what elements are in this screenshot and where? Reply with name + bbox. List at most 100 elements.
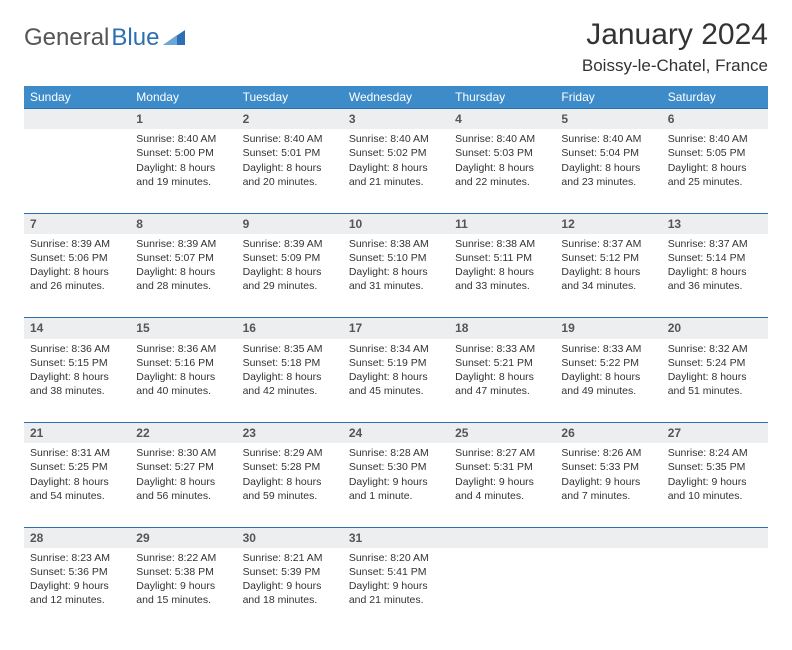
day-number — [449, 527, 555, 548]
day-number: 5 — [555, 109, 661, 130]
daylight-text: Daylight: 8 hours and 20 minutes. — [243, 161, 337, 189]
sunset-text: Sunset: 5:33 PM — [561, 460, 655, 474]
title-block: January 2024 Boissy-le-Chatel, France — [582, 18, 768, 76]
sunrise-text: Sunrise: 8:39 AM — [30, 237, 124, 251]
daylight-text: Daylight: 9 hours and 7 minutes. — [561, 475, 655, 503]
day-cell — [24, 129, 130, 213]
sunset-text: Sunset: 5:01 PM — [243, 146, 337, 160]
day-number: 8 — [130, 213, 236, 234]
sunset-text: Sunset: 5:24 PM — [668, 356, 762, 370]
calendar-body: 123456Sunrise: 8:40 AMSunset: 5:00 PMDay… — [24, 109, 768, 632]
daylight-text: Daylight: 9 hours and 21 minutes. — [349, 579, 443, 607]
day-header: Monday — [130, 86, 236, 109]
day-number: 25 — [449, 423, 555, 444]
day-number: 14 — [24, 318, 130, 339]
day-number: 28 — [24, 527, 130, 548]
daylight-text: Daylight: 8 hours and 51 minutes. — [668, 370, 762, 398]
day-number: 29 — [130, 527, 236, 548]
daylight-text: Daylight: 8 hours and 22 minutes. — [455, 161, 549, 189]
day-cell: Sunrise: 8:40 AMSunset: 5:03 PMDaylight:… — [449, 129, 555, 213]
logo: GeneralBlue — [24, 24, 185, 52]
day-header: Wednesday — [343, 86, 449, 109]
logo-text-blue: Blue — [111, 24, 159, 52]
sunrise-text: Sunrise: 8:40 AM — [668, 132, 762, 146]
sunrise-text: Sunrise: 8:35 AM — [243, 342, 337, 356]
day-cell — [449, 548, 555, 632]
day-cell: Sunrise: 8:32 AMSunset: 5:24 PMDaylight:… — [662, 339, 768, 423]
daylight-text: Daylight: 9 hours and 18 minutes. — [243, 579, 337, 607]
daynum-row: 123456 — [24, 109, 768, 130]
daylight-text: Daylight: 8 hours and 45 minutes. — [349, 370, 443, 398]
sunset-text: Sunset: 5:41 PM — [349, 565, 443, 579]
daynum-row: 28293031 — [24, 527, 768, 548]
month-title: January 2024 — [582, 18, 768, 52]
day-number: 12 — [555, 213, 661, 234]
sunset-text: Sunset: 5:28 PM — [243, 460, 337, 474]
sunrise-text: Sunrise: 8:36 AM — [136, 342, 230, 356]
sunrise-text: Sunrise: 8:28 AM — [349, 446, 443, 460]
day-cell: Sunrise: 8:24 AMSunset: 5:35 PMDaylight:… — [662, 443, 768, 527]
day-number — [662, 527, 768, 548]
sunrise-text: Sunrise: 8:38 AM — [455, 237, 549, 251]
daylight-text: Daylight: 8 hours and 40 minutes. — [136, 370, 230, 398]
day-number: 18 — [449, 318, 555, 339]
sunrise-text: Sunrise: 8:37 AM — [668, 237, 762, 251]
day-cell: Sunrise: 8:40 AMSunset: 5:02 PMDaylight:… — [343, 129, 449, 213]
day-cell: Sunrise: 8:35 AMSunset: 5:18 PMDaylight:… — [237, 339, 343, 423]
sunset-text: Sunset: 5:39 PM — [243, 565, 337, 579]
day-header: Sunday — [24, 86, 130, 109]
day-number: 2 — [237, 109, 343, 130]
calendar-page: GeneralBlue January 2024 Boissy-le-Chate… — [0, 0, 792, 650]
day-cell: Sunrise: 8:40 AMSunset: 5:00 PMDaylight:… — [130, 129, 236, 213]
sunrise-text: Sunrise: 8:23 AM — [30, 551, 124, 565]
day-number: 21 — [24, 423, 130, 444]
day-cell: Sunrise: 8:26 AMSunset: 5:33 PMDaylight:… — [555, 443, 661, 527]
day-number: 24 — [343, 423, 449, 444]
daylight-text: Daylight: 8 hours and 38 minutes. — [30, 370, 124, 398]
content-row: Sunrise: 8:36 AMSunset: 5:15 PMDaylight:… — [24, 339, 768, 423]
day-cell: Sunrise: 8:22 AMSunset: 5:38 PMDaylight:… — [130, 548, 236, 632]
day-cell: Sunrise: 8:38 AMSunset: 5:11 PMDaylight:… — [449, 234, 555, 318]
sunset-text: Sunset: 5:30 PM — [349, 460, 443, 474]
daylight-text: Daylight: 8 hours and 29 minutes. — [243, 265, 337, 293]
sunrise-text: Sunrise: 8:39 AM — [243, 237, 337, 251]
daylight-text: Daylight: 8 hours and 21 minutes. — [349, 161, 443, 189]
sunrise-text: Sunrise: 8:40 AM — [455, 132, 549, 146]
sunset-text: Sunset: 5:21 PM — [455, 356, 549, 370]
sunset-text: Sunset: 5:09 PM — [243, 251, 337, 265]
daylight-text: Daylight: 9 hours and 4 minutes. — [455, 475, 549, 503]
sunset-text: Sunset: 5:03 PM — [455, 146, 549, 160]
sunset-text: Sunset: 5:07 PM — [136, 251, 230, 265]
day-cell: Sunrise: 8:40 AMSunset: 5:01 PMDaylight:… — [237, 129, 343, 213]
daylight-text: Daylight: 8 hours and 36 minutes. — [668, 265, 762, 293]
sunrise-text: Sunrise: 8:32 AM — [668, 342, 762, 356]
content-row: Sunrise: 8:39 AMSunset: 5:06 PMDaylight:… — [24, 234, 768, 318]
day-number: 16 — [237, 318, 343, 339]
sunrise-text: Sunrise: 8:40 AM — [243, 132, 337, 146]
day-cell: Sunrise: 8:34 AMSunset: 5:19 PMDaylight:… — [343, 339, 449, 423]
day-cell: Sunrise: 8:39 AMSunset: 5:06 PMDaylight:… — [24, 234, 130, 318]
day-header: Friday — [555, 86, 661, 109]
day-number: 6 — [662, 109, 768, 130]
sunset-text: Sunset: 5:36 PM — [30, 565, 124, 579]
day-cell: Sunrise: 8:28 AMSunset: 5:30 PMDaylight:… — [343, 443, 449, 527]
day-cell: Sunrise: 8:21 AMSunset: 5:39 PMDaylight:… — [237, 548, 343, 632]
sunset-text: Sunset: 5:31 PM — [455, 460, 549, 474]
day-number: 10 — [343, 213, 449, 234]
sunrise-text: Sunrise: 8:38 AM — [349, 237, 443, 251]
logo-triangle-icon — [163, 27, 185, 50]
sunset-text: Sunset: 5:38 PM — [136, 565, 230, 579]
sunset-text: Sunset: 5:14 PM — [668, 251, 762, 265]
sunrise-text: Sunrise: 8:40 AM — [349, 132, 443, 146]
daylight-text: Daylight: 8 hours and 28 minutes. — [136, 265, 230, 293]
sunset-text: Sunset: 5:25 PM — [30, 460, 124, 474]
day-number: 11 — [449, 213, 555, 234]
sunset-text: Sunset: 5:12 PM — [561, 251, 655, 265]
day-cell: Sunrise: 8:23 AMSunset: 5:36 PMDaylight:… — [24, 548, 130, 632]
daylight-text: Daylight: 9 hours and 1 minute. — [349, 475, 443, 503]
daylight-text: Daylight: 8 hours and 26 minutes. — [30, 265, 124, 293]
sunrise-text: Sunrise: 8:36 AM — [30, 342, 124, 356]
day-cell: Sunrise: 8:39 AMSunset: 5:09 PMDaylight:… — [237, 234, 343, 318]
sunset-text: Sunset: 5:04 PM — [561, 146, 655, 160]
daylight-text: Daylight: 8 hours and 33 minutes. — [455, 265, 549, 293]
